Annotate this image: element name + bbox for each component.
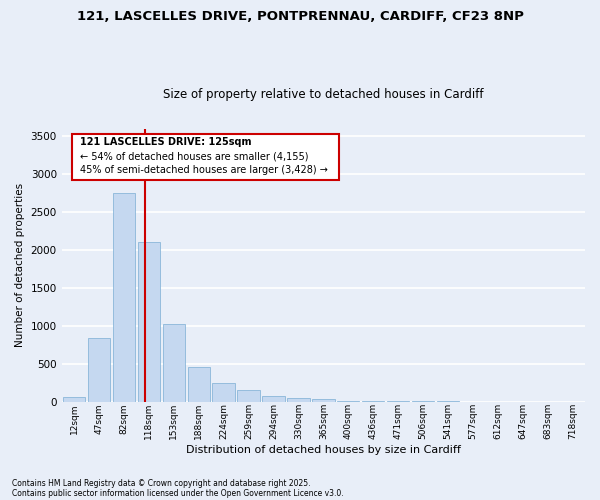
Bar: [287, 398, 310, 402]
Bar: [262, 396, 285, 402]
Text: 45% of semi-detached houses are larger (3,428) →: 45% of semi-detached houses are larger (…: [80, 166, 328, 175]
Bar: [188, 367, 210, 402]
Text: 121 LASCELLES DRIVE: 125sqm: 121 LASCELLES DRIVE: 125sqm: [80, 136, 251, 146]
Bar: [337, 400, 359, 402]
Text: Contains public sector information licensed under the Open Government Licence v3: Contains public sector information licen…: [12, 488, 344, 498]
Bar: [362, 401, 385, 402]
FancyBboxPatch shape: [72, 134, 339, 180]
Text: 121, LASCELLES DRIVE, PONTPRENNAU, CARDIFF, CF23 8NP: 121, LASCELLES DRIVE, PONTPRENNAU, CARDI…: [77, 10, 523, 23]
Y-axis label: Number of detached properties: Number of detached properties: [15, 183, 25, 347]
Title: Size of property relative to detached houses in Cardiff: Size of property relative to detached ho…: [163, 88, 484, 101]
Bar: [63, 397, 85, 402]
Bar: [312, 400, 335, 402]
Bar: [238, 390, 260, 402]
Bar: [137, 242, 160, 402]
Bar: [88, 338, 110, 402]
Bar: [113, 193, 135, 402]
Bar: [212, 382, 235, 402]
Text: Contains HM Land Registry data © Crown copyright and database right 2025.: Contains HM Land Registry data © Crown c…: [12, 478, 311, 488]
Bar: [163, 324, 185, 402]
X-axis label: Distribution of detached houses by size in Cardiff: Distribution of detached houses by size …: [186, 445, 461, 455]
Text: ← 54% of detached houses are smaller (4,155): ← 54% of detached houses are smaller (4,…: [80, 152, 308, 162]
